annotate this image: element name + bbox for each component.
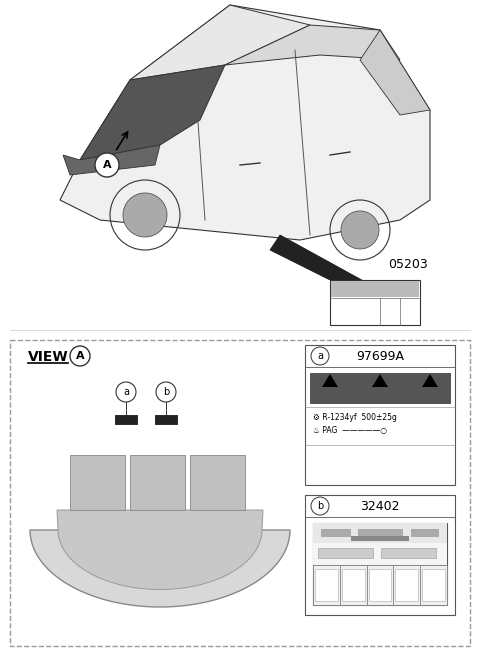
FancyBboxPatch shape xyxy=(331,281,419,297)
FancyBboxPatch shape xyxy=(313,523,447,605)
FancyBboxPatch shape xyxy=(369,569,391,601)
FancyBboxPatch shape xyxy=(396,569,418,601)
FancyBboxPatch shape xyxy=(310,373,450,403)
Circle shape xyxy=(156,382,176,402)
FancyBboxPatch shape xyxy=(313,543,447,565)
Polygon shape xyxy=(80,65,225,160)
FancyBboxPatch shape xyxy=(394,565,420,605)
Text: ♨ PAG  —————○: ♨ PAG —————○ xyxy=(313,426,387,434)
Circle shape xyxy=(123,193,167,237)
Text: 97699A: 97699A xyxy=(356,350,404,363)
Polygon shape xyxy=(130,5,310,80)
FancyBboxPatch shape xyxy=(422,569,445,601)
FancyBboxPatch shape xyxy=(367,565,394,605)
FancyBboxPatch shape xyxy=(305,495,455,615)
FancyBboxPatch shape xyxy=(351,536,409,541)
Polygon shape xyxy=(225,25,400,65)
FancyBboxPatch shape xyxy=(381,548,436,558)
Polygon shape xyxy=(422,374,438,387)
FancyBboxPatch shape xyxy=(10,340,470,646)
Text: b: b xyxy=(163,387,169,397)
FancyBboxPatch shape xyxy=(313,565,340,605)
Circle shape xyxy=(95,153,119,177)
Text: 32402: 32402 xyxy=(360,499,400,512)
FancyBboxPatch shape xyxy=(411,529,439,537)
Text: A: A xyxy=(76,351,84,361)
FancyBboxPatch shape xyxy=(155,415,177,424)
FancyBboxPatch shape xyxy=(342,569,365,601)
Polygon shape xyxy=(60,5,430,240)
FancyBboxPatch shape xyxy=(305,345,455,485)
Text: 05203: 05203 xyxy=(388,258,428,272)
Circle shape xyxy=(70,346,90,366)
Circle shape xyxy=(311,347,329,365)
Polygon shape xyxy=(30,530,290,607)
Polygon shape xyxy=(372,374,388,387)
FancyBboxPatch shape xyxy=(315,569,338,601)
FancyBboxPatch shape xyxy=(340,565,367,605)
FancyBboxPatch shape xyxy=(115,415,137,424)
FancyBboxPatch shape xyxy=(330,280,420,325)
Text: b: b xyxy=(317,501,323,511)
Circle shape xyxy=(341,211,379,249)
Polygon shape xyxy=(270,235,380,300)
FancyBboxPatch shape xyxy=(321,529,351,537)
Text: a: a xyxy=(317,351,323,361)
FancyBboxPatch shape xyxy=(318,548,373,558)
FancyBboxPatch shape xyxy=(358,529,403,537)
Text: VIEW: VIEW xyxy=(28,350,69,364)
Text: ⚙ R-1234yf  500±25g: ⚙ R-1234yf 500±25g xyxy=(313,413,397,422)
Polygon shape xyxy=(57,510,263,590)
Text: a: a xyxy=(123,387,129,397)
Circle shape xyxy=(311,497,329,515)
FancyBboxPatch shape xyxy=(130,455,185,510)
FancyBboxPatch shape xyxy=(70,455,125,510)
Text: A: A xyxy=(103,160,111,170)
Polygon shape xyxy=(360,30,430,115)
Polygon shape xyxy=(63,145,160,175)
FancyBboxPatch shape xyxy=(313,523,447,543)
Circle shape xyxy=(116,382,136,402)
FancyBboxPatch shape xyxy=(190,455,245,510)
FancyBboxPatch shape xyxy=(420,565,447,605)
Polygon shape xyxy=(322,374,338,387)
